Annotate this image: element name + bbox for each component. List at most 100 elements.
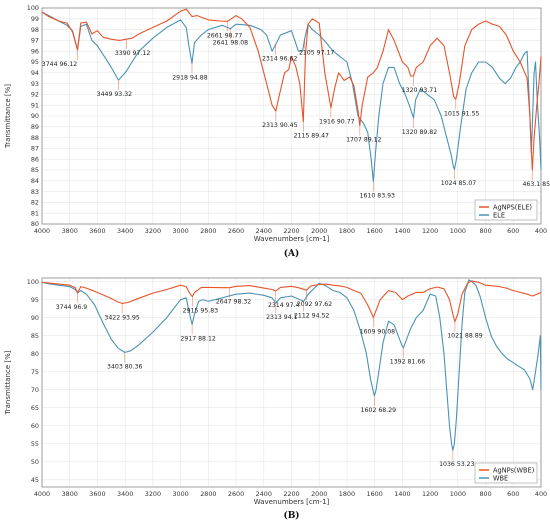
x-tick-label: 600 xyxy=(507,490,519,498)
x-tick-label: 3000 xyxy=(172,490,188,498)
y-tick-label: 85 xyxy=(31,332,39,340)
y-tick-label: 80 xyxy=(31,350,39,358)
y-tick-label: 99 xyxy=(31,15,39,23)
x-tick-label: 2400 xyxy=(256,227,272,235)
series-line xyxy=(41,280,542,323)
peak-annotation: 3403 80.36 xyxy=(107,363,142,370)
x-tick-label: 1400 xyxy=(394,490,410,498)
peak-annotation: 1707 89.12 xyxy=(346,137,381,144)
x-tick-label: 3800 xyxy=(62,490,78,498)
peak-annotation: 1602 68.29 xyxy=(361,407,396,414)
x-tick-label: 1600 xyxy=(367,490,383,498)
peak-annotation: 1609 90.08 xyxy=(360,328,395,335)
x-tick-label: 3600 xyxy=(89,227,105,235)
y-tick-label: 91 xyxy=(31,101,39,109)
plot-frame xyxy=(41,7,542,225)
x-tick-label: 400 xyxy=(535,490,547,498)
peak-annotation: 2115 89.47 xyxy=(294,133,329,140)
x-tick-label: 1200 xyxy=(422,227,438,235)
peak-annotation: 3422 93.95 xyxy=(104,314,139,321)
x-tick-label: 2000 xyxy=(311,490,327,498)
x-tick-label: 3000 xyxy=(172,227,188,235)
peak-annotation: 2641 98.08 xyxy=(213,40,248,47)
y-tick-label: 88 xyxy=(31,134,39,142)
y-tick-label: 100 xyxy=(27,4,39,12)
y-tick-label: 50 xyxy=(31,458,39,466)
y-tick-label: 84 xyxy=(31,177,39,185)
x-tick-label: 2800 xyxy=(200,227,216,235)
panel-a-chart: 4000 3800 3600 3400 3200 3000 2800 2600 2400 2200… xyxy=(4,4,550,259)
peak-annotation: 2917 88.12 xyxy=(180,335,215,342)
y-tick-label: 80 xyxy=(31,220,39,228)
panel-label: (B) xyxy=(283,510,299,521)
y-tick-label: 75 xyxy=(31,368,39,376)
y-tick-label: 95 xyxy=(31,58,39,66)
y-tick-label: 98 xyxy=(31,26,39,34)
x-tick-label: 2000 xyxy=(311,227,327,235)
x-tick-label: 1400 xyxy=(394,227,410,235)
panel-b-chart: 4000 3800 3600 3400 3200 3000 2800 2600 2400 2200… xyxy=(4,277,547,521)
peak-annotation: 3449 93.32 xyxy=(97,91,132,98)
y-tick-label: 81 xyxy=(31,209,39,217)
peak-annotation: 1320 89.82 xyxy=(402,129,437,136)
y-tick-label: 95 xyxy=(31,296,39,304)
y-tick-label: 70 xyxy=(31,386,39,394)
peak-annotation: 1392 81.66 xyxy=(390,359,425,366)
y-tick-label: 83 xyxy=(31,188,39,196)
peak-annotation: 2314 96.62 xyxy=(262,56,297,63)
peak-annotation: 2314 97.4 xyxy=(268,302,300,309)
legend-box xyxy=(474,199,538,221)
y-tick-label: 60 xyxy=(31,422,39,430)
x-tick-label: 4000 xyxy=(34,490,50,498)
y-tick-label: 86 xyxy=(31,155,39,163)
y-tick-label: 94 xyxy=(31,69,39,77)
x-tick-label: 1000 xyxy=(450,227,466,235)
x-tick-label: 800 xyxy=(479,227,491,235)
peak-annotation: 3390 97.12 xyxy=(115,50,150,57)
legend-box xyxy=(474,462,538,484)
y-tick-label: 45 xyxy=(31,476,39,484)
series-line xyxy=(41,11,542,183)
peak-annotation: 2647 98.32 xyxy=(216,299,251,306)
x-axis-label: Wavenumbers [cm-1] xyxy=(254,235,330,243)
peak-annotation: 2092 97.62 xyxy=(297,301,332,308)
peak-annotation: 1036 53.23 xyxy=(439,461,474,468)
x-tick-label: 2600 xyxy=(228,227,244,235)
peak-annotation: 2105 97.17 xyxy=(299,50,334,57)
x-tick-label: 2600 xyxy=(228,490,244,498)
series-line xyxy=(41,279,542,451)
peak-annotation: 1015 91.55 xyxy=(444,110,479,117)
y-tick-label: 97 xyxy=(31,37,39,45)
x-tick-label: 400 xyxy=(535,227,547,235)
x-tick-label: 2800 xyxy=(200,490,216,498)
legend-entry: AgNPs(WBE) xyxy=(493,466,534,474)
x-tick-label: 1000 xyxy=(450,490,466,498)
x-tick-label: 3400 xyxy=(117,227,133,235)
x-tick-label: 800 xyxy=(479,490,491,498)
y-tick-label: 87 xyxy=(31,145,39,153)
peak-annotation: 1320 93.71 xyxy=(402,87,437,94)
peak-annotation: 2112 94.52 xyxy=(294,312,329,319)
x-tick-label: 1800 xyxy=(339,490,355,498)
peak-annotation: 2918 94.88 xyxy=(172,74,207,81)
peak-annotation: 2313 90.45 xyxy=(262,122,297,129)
x-tick-label: 3400 xyxy=(117,490,133,498)
x-tick-label: 4000 xyxy=(34,227,50,235)
x-tick-label: 600 xyxy=(507,227,519,235)
x-tick-label: 3200 xyxy=(145,490,161,498)
y-tick-label: 82 xyxy=(31,199,39,207)
x-tick-label: 2200 xyxy=(283,227,299,235)
y-tick-label: 89 xyxy=(31,123,39,131)
peak-annotation: 1610 83.93 xyxy=(360,193,395,200)
x-tick-label: 1200 xyxy=(422,490,438,498)
y-tick-label: 90 xyxy=(31,314,39,322)
peak-annotation: 2915 95.83 xyxy=(183,308,218,315)
y-tick-label: 85 xyxy=(31,166,39,174)
legend-entry: ELE xyxy=(493,211,505,219)
x-tick-label: 3800 xyxy=(62,227,78,235)
x-tick-label: 2400 xyxy=(256,490,272,498)
panel-label: (A) xyxy=(284,248,300,259)
legend-entry: WBE xyxy=(493,474,508,482)
x-tick-label: 3200 xyxy=(145,227,161,235)
y-tick-label: 65 xyxy=(31,404,39,412)
